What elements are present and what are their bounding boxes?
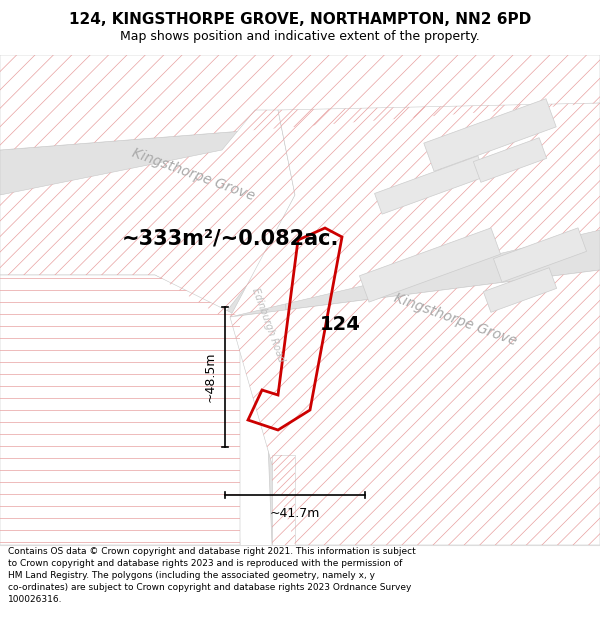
Polygon shape	[0, 103, 600, 195]
Text: Kingsthorpe Grove: Kingsthorpe Grove	[130, 146, 256, 204]
Polygon shape	[0, 275, 240, 545]
Polygon shape	[0, 55, 600, 150]
Text: Kingsthorpe Grove: Kingsthorpe Grove	[392, 291, 518, 349]
Polygon shape	[230, 270, 600, 545]
Text: ~48.5m: ~48.5m	[204, 352, 217, 402]
Text: 124: 124	[320, 316, 361, 334]
Polygon shape	[230, 103, 600, 317]
Polygon shape	[359, 228, 500, 302]
Text: 124, KINGSTHORPE GROVE, NORTHAMPTON, NN2 6PD: 124, KINGSTHORPE GROVE, NORTHAMPTON, NN2…	[69, 12, 531, 27]
Polygon shape	[255, 110, 295, 545]
Polygon shape	[272, 455, 295, 545]
Polygon shape	[374, 156, 485, 214]
Polygon shape	[155, 230, 600, 545]
Text: ~41.7m: ~41.7m	[270, 507, 320, 520]
Polygon shape	[493, 228, 587, 282]
Polygon shape	[473, 138, 547, 182]
Polygon shape	[424, 99, 556, 171]
Polygon shape	[484, 268, 557, 312]
Text: Edinburgh Road: Edinburgh Road	[250, 287, 286, 363]
Text: Contains OS data © Crown copyright and database right 2021. This information is : Contains OS data © Crown copyright and d…	[8, 548, 416, 604]
Polygon shape	[0, 110, 295, 317]
Text: ~333m²/~0.082ac.: ~333m²/~0.082ac.	[121, 228, 338, 248]
Text: Map shows position and indicative extent of the property.: Map shows position and indicative extent…	[120, 30, 480, 43]
